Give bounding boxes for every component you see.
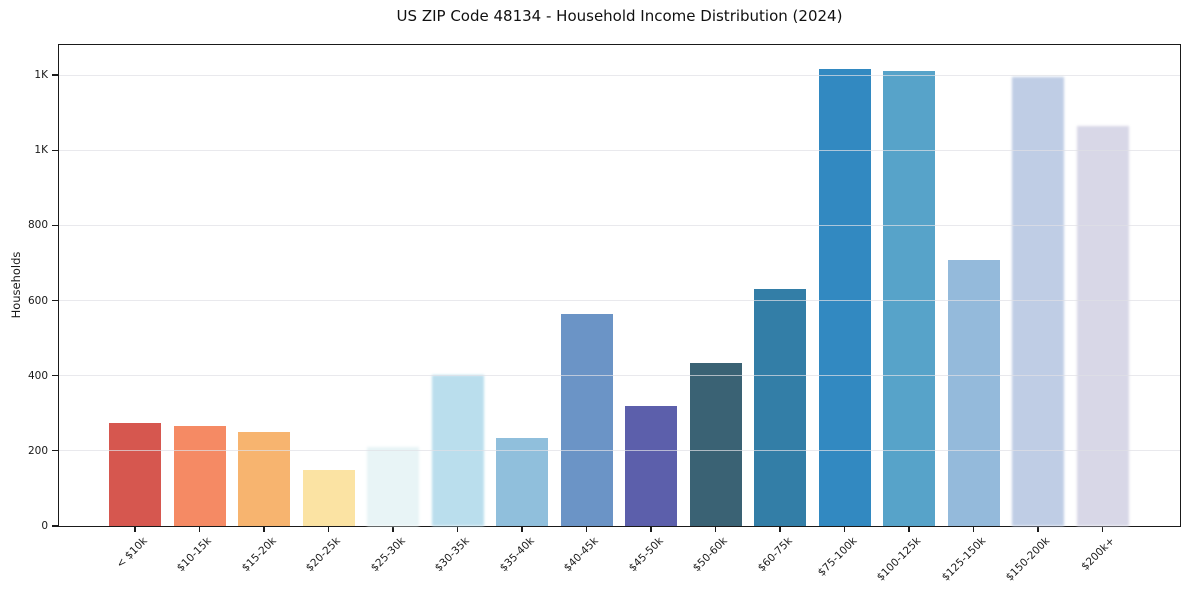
bar-8 (560, 314, 613, 526)
x-tick-mark (1101, 527, 1104, 532)
x-tick-label: $25-30k (368, 535, 408, 575)
gridline (59, 74, 1180, 76)
gridline (59, 300, 1180, 302)
bar-4 (302, 469, 355, 526)
x-tick-mark (198, 527, 201, 532)
y-tick-mark (52, 149, 58, 151)
y-tick-label: 600 (27, 294, 48, 307)
x-tick-label: $60-75k (755, 535, 795, 575)
x-tick-mark (392, 527, 394, 532)
bar-5 (367, 446, 419, 526)
y-tick-mark (52, 224, 58, 226)
x-tick-mark (714, 527, 717, 532)
x-tick-mark (779, 527, 781, 532)
bar-7 (496, 438, 548, 526)
x-tick-label: $75-100k (815, 535, 859, 579)
bar-10 (689, 362, 742, 526)
x-tick-mark (650, 527, 652, 532)
x-tick-mark (327, 527, 330, 532)
x-tick-label: $15-20k (239, 535, 279, 575)
y-tick-label: 0 (41, 520, 48, 532)
bar-9 (625, 406, 677, 526)
y-tick-mark (52, 450, 58, 452)
bar-15 (1012, 76, 1064, 526)
plot-area (58, 44, 1181, 527)
x-tick-label: $50-60k (690, 535, 730, 575)
y-tick-mark (52, 525, 58, 527)
x-tick-mark (972, 527, 975, 532)
x-tick-mark (908, 527, 910, 532)
y-tick-mark (52, 299, 58, 302)
y-tick-mark (52, 74, 58, 76)
y-tick-label: 400 (27, 369, 48, 382)
x-tick-mark (1037, 527, 1039, 532)
x-tick-label: $125-150k (939, 535, 988, 584)
bar-14 (947, 259, 1000, 526)
chart-title: US ZIP Code 48134 - Household Income Dis… (396, 7, 843, 25)
y-tick-label: 1K (34, 69, 48, 82)
gridline (59, 224, 1180, 226)
x-tick-label: $20-25k (303, 535, 343, 575)
bar-1 (109, 423, 161, 526)
y-tick-label: 800 (27, 219, 48, 232)
x-tick-mark (585, 527, 588, 532)
x-tick-label: $200k+ (1079, 535, 1117, 573)
x-tick-label: $45-50k (626, 535, 666, 575)
x-tick-label: $30-35k (432, 535, 472, 575)
gridline (59, 450, 1180, 452)
x-tick-mark (521, 527, 523, 532)
bar-2 (173, 426, 226, 526)
y-tick-label: 1K (34, 144, 48, 157)
x-tick-label: $10-15k (174, 535, 214, 575)
bar-3 (238, 431, 290, 526)
x-tick-mark (456, 527, 459, 532)
gridline (59, 149, 1180, 151)
x-tick-label: $35-40k (497, 535, 537, 575)
x-tick-mark (134, 527, 136, 532)
bar-11 (754, 288, 806, 526)
x-tick-label: $150-200k (1003, 535, 1053, 584)
x-tick-label: < $10k (113, 535, 150, 571)
x-tick-mark (843, 527, 846, 532)
bar-12 (818, 68, 871, 526)
bar-13 (883, 71, 935, 526)
y-axis-label: Households (9, 251, 23, 319)
x-tick-label: $100-125k (874, 535, 924, 584)
y-tick-mark (52, 375, 58, 377)
x-tick-label: $40-45k (561, 535, 601, 575)
x-tick-mark (263, 527, 265, 532)
y-tick-label: 200 (27, 444, 48, 457)
bar-16 (1076, 126, 1129, 526)
gridline (59, 375, 1180, 377)
